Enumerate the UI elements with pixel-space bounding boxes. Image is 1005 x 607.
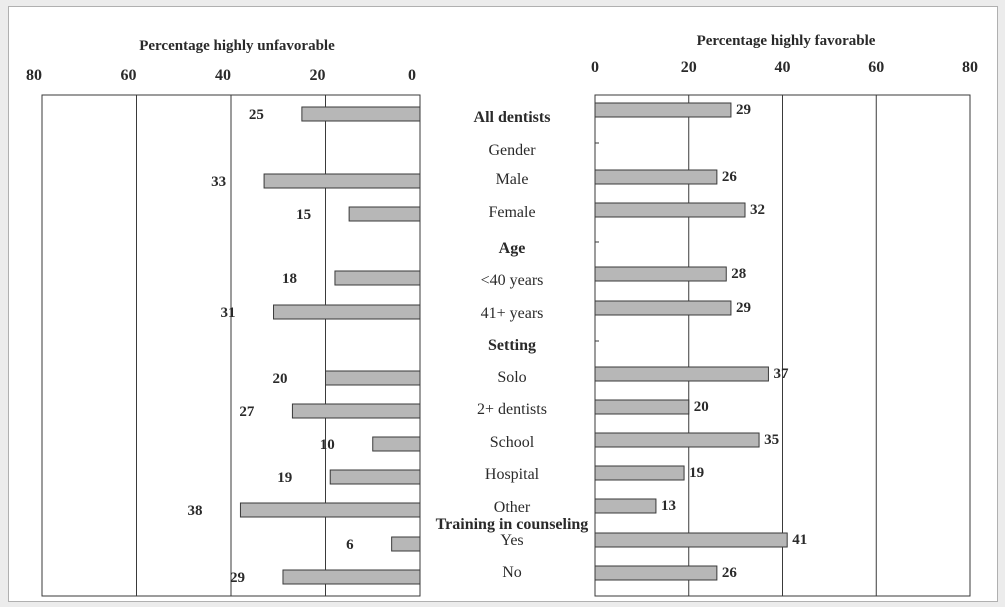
right-tick-label: 80 xyxy=(962,59,978,76)
favorable-value-label: 19 xyxy=(689,465,704,481)
favorable-bar xyxy=(594,465,685,481)
unfavorable-bar xyxy=(282,569,421,585)
unfavorable-bar xyxy=(239,502,421,518)
favorable-bar xyxy=(594,102,732,118)
group-heading-label: Setting xyxy=(488,337,536,354)
favorable-bar xyxy=(594,532,788,548)
left-tick-label: 40 xyxy=(215,67,231,84)
category-label: Gender xyxy=(488,142,536,159)
favorable-value-label: 20 xyxy=(694,399,709,415)
favorable-value-label: 13 xyxy=(661,498,676,514)
favorable-bar xyxy=(594,169,718,185)
category-label: Male xyxy=(496,171,529,188)
favorable-value-label: 28 xyxy=(731,266,746,282)
favorable-bar xyxy=(594,565,718,581)
unfavorable-value-label: 33 xyxy=(211,174,226,190)
chart-frame xyxy=(8,6,998,602)
unfavorable-value-label: 15 xyxy=(296,207,311,223)
favorable-bar xyxy=(594,266,727,282)
group-heading-label: All dentists xyxy=(474,109,551,126)
unfavorable-bar xyxy=(273,304,421,320)
favorable-value-label: 35 xyxy=(764,432,779,448)
favorable-value-label: 37 xyxy=(773,366,789,382)
right-tick-label: 20 xyxy=(681,59,697,76)
unfavorable-value-label: 31 xyxy=(221,305,236,321)
favorable-bar xyxy=(594,202,746,218)
unfavorable-value-label: 18 xyxy=(282,271,297,287)
group-heading-label: Age xyxy=(499,240,526,257)
right-tick-label: 60 xyxy=(868,59,884,76)
category-label: Yes xyxy=(500,532,523,549)
unfavorable-value-label: 38 xyxy=(187,503,202,519)
unfavorable-bar xyxy=(372,436,421,452)
group-heading-label: Training in counseling xyxy=(436,516,589,533)
left-tick-label: 60 xyxy=(121,67,137,84)
category-label: <40 years xyxy=(481,272,544,289)
unfavorable-value-label: 27 xyxy=(239,404,255,420)
category-label: School xyxy=(490,434,535,451)
unfavorable-value-label: 6 xyxy=(346,537,354,553)
unfavorable-value-label: 25 xyxy=(249,107,264,123)
unfavorable-bar xyxy=(301,106,421,122)
favorable-value-label: 29 xyxy=(736,300,751,316)
unfavorable-value-label: 29 xyxy=(230,570,245,586)
unfavorable-bar xyxy=(348,206,421,222)
unfavorable-bar xyxy=(334,270,421,286)
right-tick-label: 0 xyxy=(591,59,599,76)
favorable-bar xyxy=(594,432,760,448)
unfavorable-bar xyxy=(263,173,421,189)
favorable-value-label: 26 xyxy=(722,169,738,185)
left-axis-title: Percentage highly unfavorable xyxy=(139,38,335,54)
category-label: Female xyxy=(488,204,535,221)
favorable-bar xyxy=(594,399,690,415)
category-label: Other xyxy=(494,499,531,516)
unfavorable-bar xyxy=(325,370,421,386)
right-axis-title: Percentage highly favorable xyxy=(697,33,876,49)
favorable-bar xyxy=(594,498,657,514)
unfavorable-bar xyxy=(329,469,421,485)
left-tick-label: 0 xyxy=(408,67,416,84)
category-label: 41+ years xyxy=(481,305,544,322)
unfavorable-value-label: 19 xyxy=(277,470,292,486)
unfavorable-bar xyxy=(391,536,421,552)
favorable-value-label: 29 xyxy=(736,102,751,118)
favorable-value-label: 26 xyxy=(722,565,738,581)
category-label: No xyxy=(502,564,522,581)
category-label: Hospital xyxy=(485,466,540,483)
favorable-value-label: 32 xyxy=(750,202,765,218)
unfavorable-value-label: 20 xyxy=(273,371,288,387)
category-label: 2+ dentists xyxy=(477,401,547,418)
unfavorable-bar xyxy=(291,403,421,419)
favorable-bar xyxy=(594,300,732,316)
right-tick-label: 40 xyxy=(775,59,791,76)
left-tick-label: 20 xyxy=(310,67,326,84)
category-label: Solo xyxy=(497,369,526,386)
unfavorable-value-label: 10 xyxy=(320,437,335,453)
favorable-value-label: 41 xyxy=(792,532,807,548)
left-tick-label: 80 xyxy=(26,67,42,84)
favorable-bar xyxy=(594,366,769,382)
